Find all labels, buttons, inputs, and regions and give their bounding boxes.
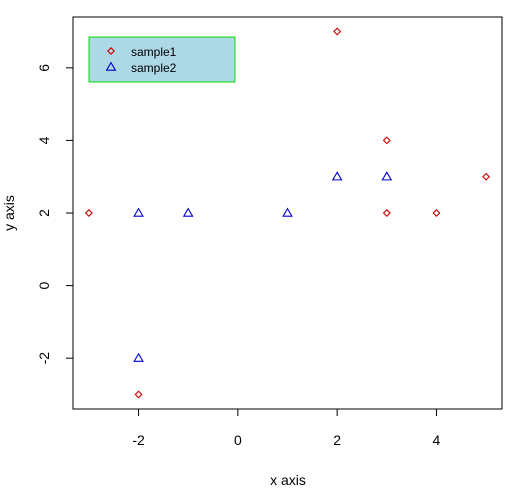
x-axis-label: x axis	[270, 472, 306, 488]
point-sample1	[333, 27, 342, 36]
x-tick-label: 0	[234, 432, 242, 448]
point-sample1	[134, 390, 143, 399]
point-sample1	[482, 172, 491, 181]
point-sample1	[84, 209, 93, 217]
legend-marker-sample2	[105, 61, 117, 71]
point-sample2	[182, 207, 194, 217]
point-sample2	[381, 171, 393, 181]
y-tick-label: 4	[36, 136, 52, 144]
x-tick-label: 4	[433, 432, 441, 448]
point-sample1	[382, 209, 391, 217]
legend-markers	[105, 47, 117, 71]
point-sample2	[133, 352, 144, 362]
legend-marker-sample1	[107, 47, 115, 55]
y-tick-label: 0	[36, 281, 52, 289]
data-points	[84, 27, 491, 399]
y-axis: -2 0 2 4 6	[36, 64, 73, 365]
x-axis: -2 0 2 4	[132, 409, 441, 448]
y-tick-label: -2	[36, 352, 52, 365]
legend-box	[88, 36, 236, 83]
x-tick-label: 2	[333, 432, 341, 448]
point-sample1	[382, 136, 391, 145]
y-tick-label: 6	[36, 64, 52, 72]
y-tick-label: 2	[36, 209, 52, 217]
point-sample1	[432, 209, 441, 217]
legend: sample1 sample2	[88, 36, 236, 83]
legend-label-sample2: sample2	[131, 61, 177, 75]
y-axis-label: y axis	[1, 195, 17, 231]
point-sample2	[133, 207, 144, 217]
point-sample2	[282, 207, 293, 217]
point-sample2	[331, 171, 343, 181]
legend-label-sample1: sample1	[131, 45, 177, 59]
x-tick-label: -2	[132, 432, 145, 448]
